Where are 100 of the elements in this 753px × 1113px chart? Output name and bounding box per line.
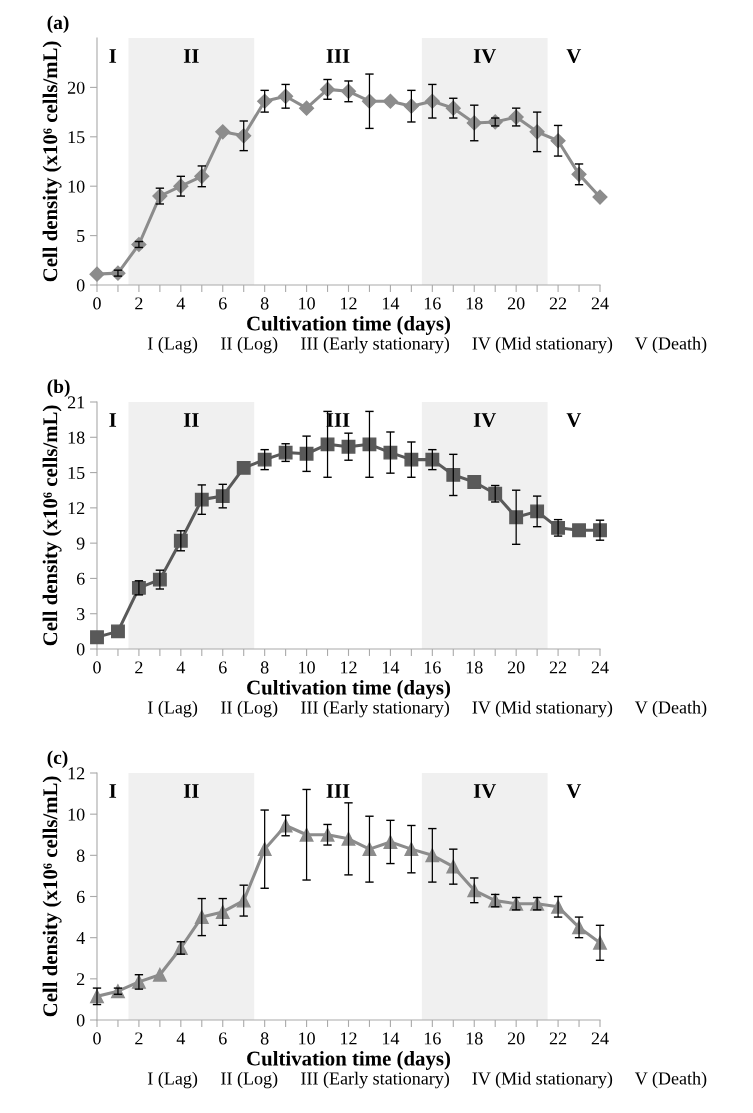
annotation: III — [326, 784, 350, 798]
point — [90, 630, 104, 645]
point — [509, 510, 524, 525]
x-tick-label: 10 — [299, 1032, 315, 1045]
x-tick-label: 0 — [93, 1032, 101, 1045]
text: III (Early stationary) — [301, 336, 450, 354]
x-axis-title: Cultivation time (days) — [247, 679, 451, 699]
text: IV (Mid stationary) — [472, 1071, 613, 1089]
y-tick-label: 12 — [68, 502, 85, 515]
x-tick-label: 6 — [219, 297, 227, 310]
x-tick-label: 20 — [507, 1032, 525, 1045]
x-tick-label: 20 — [507, 297, 525, 310]
x-tick-label: 14 — [382, 297, 400, 310]
x-tick-label: 18 — [466, 1032, 483, 1045]
point — [383, 445, 398, 460]
y-tick-label: 21 — [67, 396, 85, 409]
x-tick-label: 16 — [424, 297, 441, 310]
y-tick-label: 0 — [76, 279, 85, 292]
y-tick-label: 0 — [76, 1014, 85, 1027]
text: II (Log) — [221, 700, 278, 718]
annotation: I — [109, 413, 117, 427]
x-tick-label: 4 — [176, 661, 186, 674]
text: II (Log) — [221, 336, 278, 354]
x-tick-label: 2 — [135, 297, 143, 310]
y-tick-label: 6 — [76, 890, 85, 903]
x-tick-label: 18 — [466, 297, 483, 310]
y-axis-title: Cell density (x10⁶ cells/mL) — [42, 41, 62, 282]
text: V (Death) — [634, 1071, 707, 1089]
y-tick-label: 4 — [76, 932, 85, 944]
x-tick-label: 16 — [424, 1032, 441, 1045]
x-tick-label: 0 — [93, 661, 101, 674]
y-tick-label: 18 — [68, 431, 85, 444]
y-tick-label: 10 — [68, 808, 85, 821]
x-tick-label: 16 — [424, 661, 441, 674]
x-tick-label: 18 — [466, 661, 483, 674]
point — [299, 446, 314, 461]
chart-title: (b) — [47, 379, 70, 398]
y-tick-label: 8 — [76, 849, 85, 862]
band-label: II — [183, 784, 199, 798]
point — [467, 475, 482, 489]
y-tick-label: 6 — [76, 572, 85, 585]
text: III (Early stationary) — [301, 700, 450, 718]
point — [89, 266, 105, 282]
band-label: II — [183, 49, 199, 63]
annotation: V — [566, 413, 582, 428]
x-tick-label: 20 — [507, 661, 525, 674]
point — [572, 523, 586, 538]
annotation: I — [109, 784, 117, 798]
point — [215, 489, 230, 504]
x-tick-label: 2 — [135, 661, 143, 674]
annotation: I — [109, 49, 117, 63]
point — [173, 533, 188, 548]
point — [194, 492, 209, 507]
x-tick-label: 6 — [219, 661, 227, 674]
x-tick-label: 8 — [260, 661, 269, 674]
x-tick-label: 24 — [591, 1032, 609, 1045]
x-tick-label: 14 — [382, 1032, 400, 1045]
x-tick-label: 12 — [341, 297, 357, 310]
band-label: II — [183, 413, 199, 427]
point — [299, 100, 315, 116]
y-tick-label: 10 — [68, 180, 85, 193]
x-tick-label: 10 — [299, 661, 315, 674]
text: III (Early stationary) — [301, 1071, 450, 1089]
y-tick-label: 5 — [77, 230, 85, 243]
y-tick-label: 20 — [67, 81, 85, 94]
point — [425, 452, 440, 467]
point — [215, 124, 231, 140]
text: I (Lag) — [147, 700, 198, 718]
text: V (Death) — [634, 700, 707, 718]
x-tick-label: 6 — [219, 1032, 227, 1045]
x-tick-label: 22 — [549, 661, 567, 674]
chart-title: (a) — [47, 15, 69, 34]
point — [111, 624, 125, 639]
annotation: III — [326, 49, 350, 63]
x-tick-label: 10 — [299, 297, 315, 310]
band-label: IV — [473, 413, 497, 428]
x-tick-label: 12 — [341, 1032, 357, 1045]
band-label: IV — [473, 49, 497, 64]
point — [592, 189, 608, 205]
text: V (Death) — [634, 336, 707, 354]
x-tick-label: 4 — [176, 1032, 186, 1045]
x-tick-label: 24 — [591, 297, 609, 310]
text: I (Lag) — [147, 336, 198, 354]
x-tick-label: 4 — [176, 297, 186, 310]
y-tick-label: 9 — [76, 537, 85, 550]
text: I (Lag) — [147, 1071, 198, 1089]
point — [446, 467, 461, 482]
x-tick-label: 8 — [260, 297, 269, 310]
y-tick-label: 2 — [76, 973, 85, 986]
annotation: V — [566, 784, 582, 799]
x-tick-label: 2 — [135, 1032, 143, 1045]
y-tick-label: 0 — [76, 643, 85, 656]
chart-title: (c) — [47, 750, 68, 769]
y-tick-label: 15 — [68, 466, 85, 480]
x-tick-label: 8 — [260, 1032, 269, 1045]
x-tick-label: 24 — [591, 661, 609, 674]
x-axis-title: Cultivation time (days) — [247, 1050, 451, 1070]
y-axis-title: Cell density (x10⁶ cells/mL) — [42, 405, 62, 646]
point — [404, 452, 419, 467]
x-tick-label: 22 — [549, 1032, 567, 1045]
